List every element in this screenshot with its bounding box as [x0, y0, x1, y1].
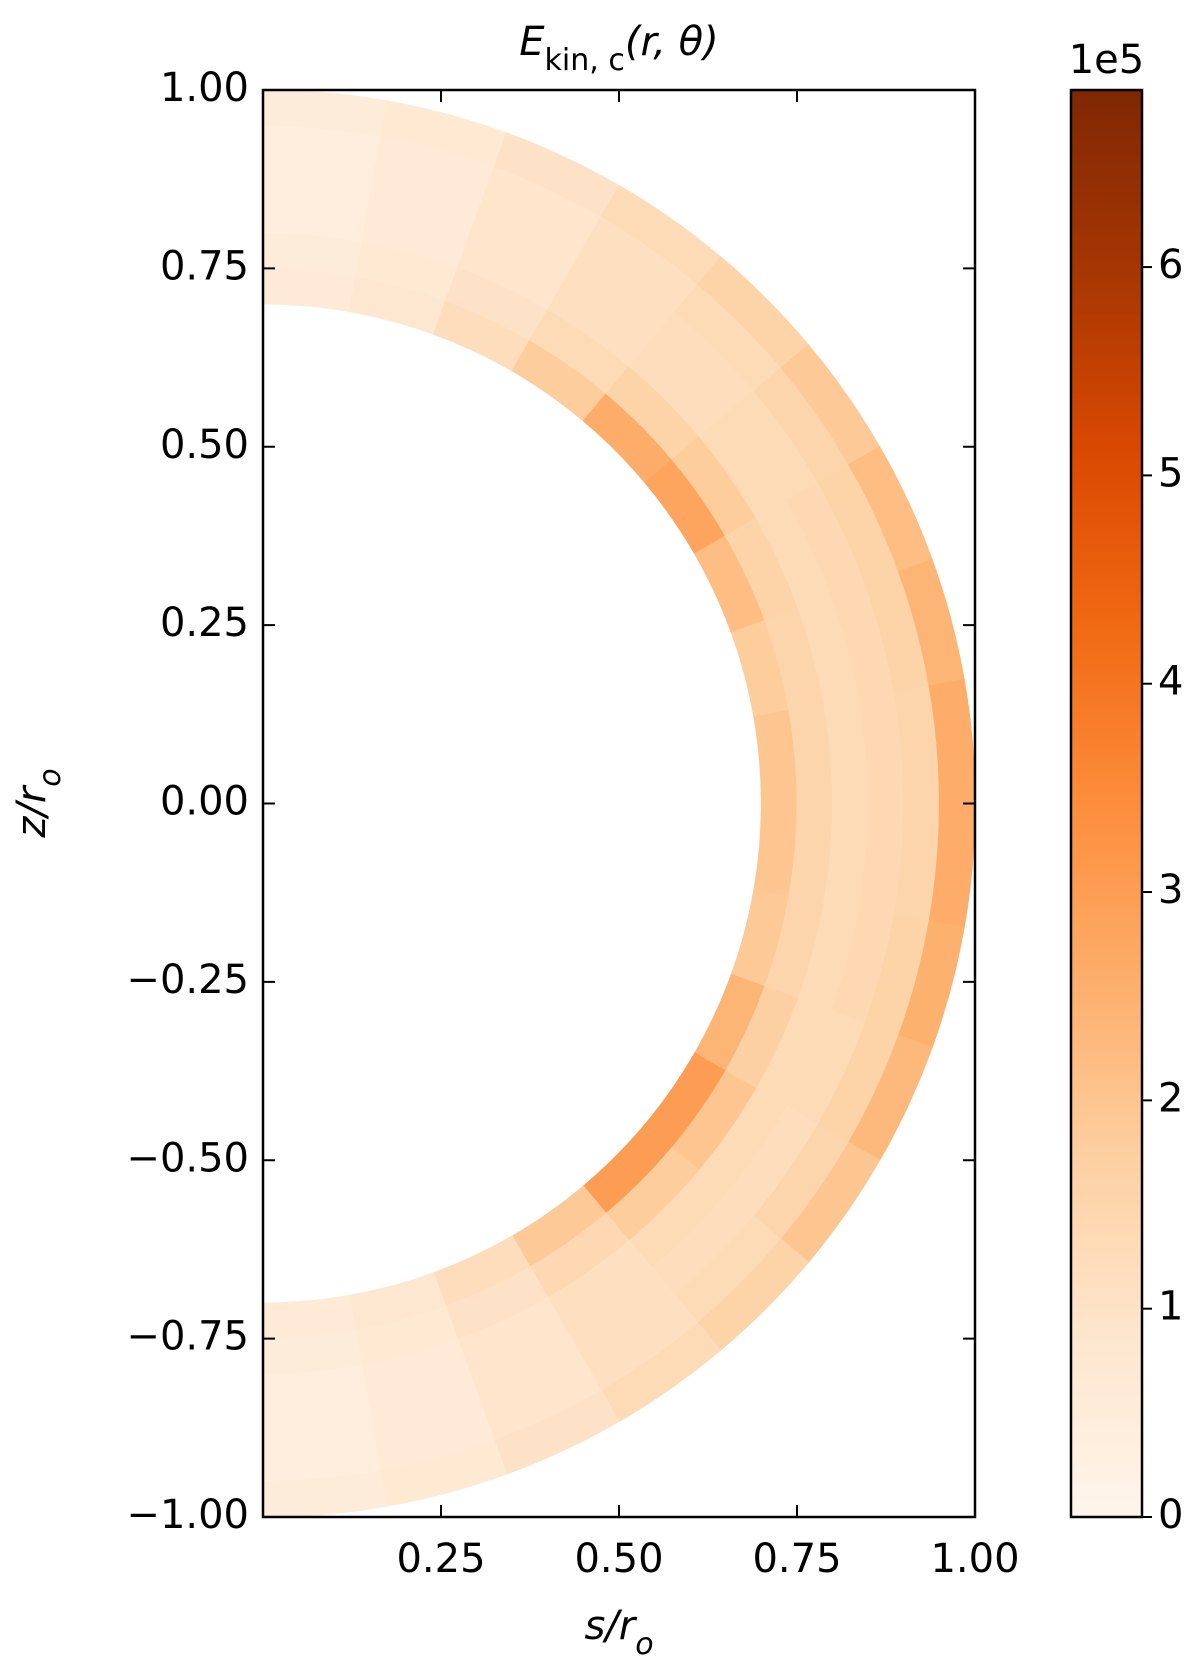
- y-tick-label: 0.00: [160, 779, 249, 825]
- colorbar-tick-label: 5: [1158, 450, 1183, 496]
- x-label-main: s/r: [584, 1603, 637, 1649]
- colorbar-offset-label: 1e5: [1069, 37, 1145, 83]
- heatmap-cell: [753, 803, 798, 898]
- title-subscript: kin, c: [545, 43, 625, 78]
- y-label-subscript: o: [33, 768, 68, 786]
- y-tick-label: −0.75: [126, 1314, 249, 1360]
- heatmap-cell: [262, 1294, 357, 1340]
- chart-title: Ekin, c(r, θ): [519, 19, 718, 78]
- y-tick-label: 0.25: [160, 600, 249, 646]
- y-tick-label: −0.50: [126, 1135, 249, 1181]
- y-tick-label: 0.75: [160, 243, 249, 289]
- x-tick-label: 0.50: [574, 1536, 663, 1582]
- colorbar-tick-label: 1: [1158, 1284, 1183, 1330]
- colorbar: [1069, 88, 1144, 1519]
- heatmap-cell: [262, 267, 357, 313]
- y-tick-label: 1.00: [160, 65, 249, 111]
- y-tick-label: −1.00: [126, 1492, 249, 1538]
- title-main: E: [519, 19, 545, 65]
- y-axis-label: z/ro: [9, 768, 68, 838]
- colorbar-tick-label: 0: [1158, 1492, 1183, 1538]
- y-label-main: z/r: [9, 784, 55, 838]
- x-label-subscript: o: [635, 1627, 653, 1662]
- heatmap-cell: [753, 709, 798, 804]
- y-tick-label: 0.50: [160, 422, 249, 468]
- colorbar-tick-label: 4: [1158, 659, 1183, 705]
- colorbar-tick-label: 2: [1158, 1075, 1183, 1121]
- title-args: (r, θ): [625, 19, 719, 65]
- colorbar-tick-label: 6: [1158, 242, 1183, 288]
- heatmap: [262, 89, 976, 1518]
- x-axis-label: s/ro: [584, 1603, 653, 1662]
- colorbar-tick-label: 3: [1158, 867, 1183, 913]
- y-tick-label: −0.25: [126, 957, 249, 1003]
- x-tick-label: 0.75: [752, 1536, 841, 1582]
- x-tick-label: 1.00: [930, 1536, 1019, 1582]
- x-tick-label: 0.25: [396, 1536, 485, 1582]
